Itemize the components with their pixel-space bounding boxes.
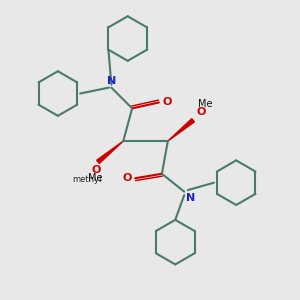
Text: O: O (122, 173, 132, 183)
Polygon shape (97, 141, 123, 164)
Polygon shape (168, 119, 194, 141)
Text: methyl: methyl (72, 175, 101, 184)
Text: Me: Me (198, 99, 213, 109)
Text: O: O (163, 98, 172, 107)
Text: O: O (197, 107, 206, 117)
Text: N: N (107, 76, 116, 86)
Text: O: O (92, 166, 101, 176)
Text: N: N (186, 193, 195, 203)
Text: Me: Me (88, 173, 103, 183)
